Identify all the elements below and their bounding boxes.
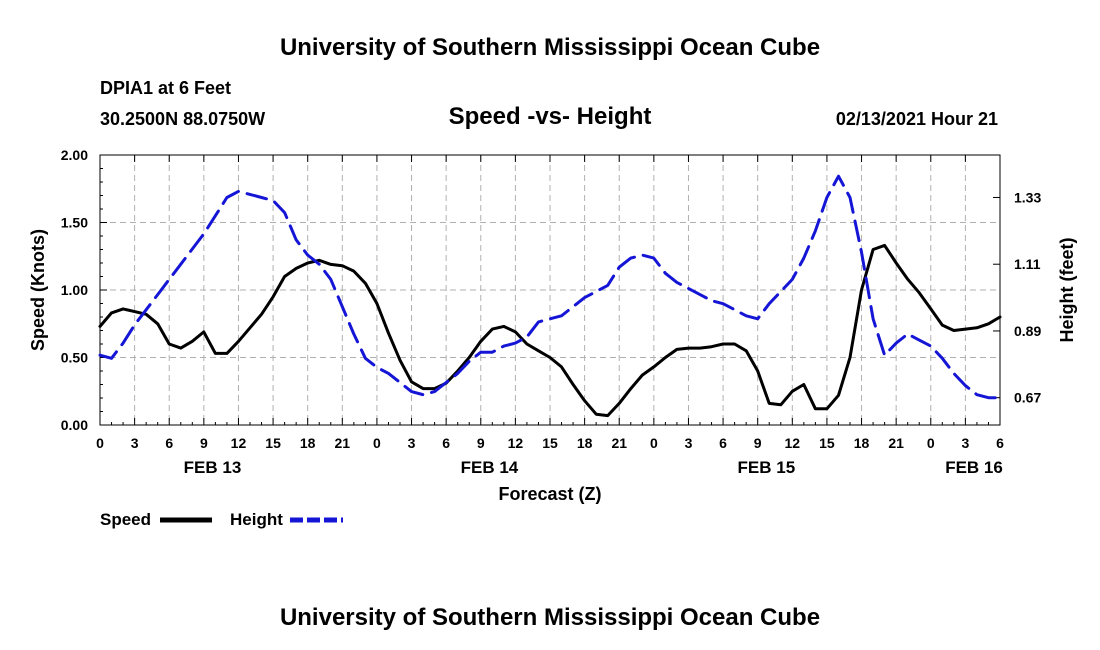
date-label: FEB 14	[461, 458, 519, 477]
series-group	[98, 174, 1002, 418]
x-tick-label: 12	[785, 435, 801, 451]
y-tick-label: 2.00	[61, 147, 88, 163]
x-axis-label: Forecast (Z)	[498, 484, 601, 504]
x-tick-label: 9	[200, 435, 208, 451]
height-series-line	[98, 174, 1002, 400]
x-tick-label: 0	[650, 435, 658, 451]
x-tick-label: 15	[819, 435, 835, 451]
date-label: FEB 15	[738, 458, 796, 477]
x-tick-label: 0	[927, 435, 935, 451]
x-tick-label: 9	[477, 435, 485, 451]
x-tick-label: 3	[131, 435, 139, 451]
chart-title: Speed -vs- Height	[449, 103, 652, 130]
y-tick-label: 0.00	[61, 417, 88, 433]
x-tick-label: 9	[754, 435, 762, 451]
x-tick-label: 21	[611, 435, 627, 451]
y2-tick-label: 1.33	[1014, 189, 1041, 205]
speed-series-line	[98, 243, 1002, 418]
x-tick-label: 0	[96, 435, 104, 451]
x-tick-label: 21	[335, 435, 351, 451]
y2-tick-label: 0.89	[1014, 323, 1041, 339]
legend-speed-label: Speed	[100, 510, 151, 529]
legend-height-label: Height	[230, 510, 283, 529]
x-tick-label: 12	[231, 435, 247, 451]
x-tick-label: 6	[719, 435, 727, 451]
coords-label: 30.2500N 88.0750W	[100, 109, 265, 129]
date-label: FEB 16	[945, 458, 1003, 477]
axes: 0 3 6 9 12 15 18 21 0 3 6 9 12 15 18 21 0 3 6 9 12 15 18 21 0 3 6F…	[61, 147, 1042, 477]
y-tick-label: 1.50	[61, 215, 88, 231]
x-tick-label: 6	[996, 435, 1004, 451]
y-axis-label: Speed (Knots)	[28, 229, 48, 351]
station-label: DPIA1 at 6 Feet	[100, 78, 231, 98]
x-tick-label: 3	[961, 435, 969, 451]
y-tick-label: 1.00	[61, 282, 88, 298]
x-tick-label: 18	[854, 435, 870, 451]
y-tick-label: 0.50	[61, 350, 88, 366]
y2-axis-label: Height (feet)	[1057, 238, 1077, 343]
x-tick-label: 15	[265, 435, 281, 451]
x-tick-label: 21	[888, 435, 904, 451]
x-tick-label: 18	[300, 435, 316, 451]
y2-tick-label: 1.11	[1014, 256, 1041, 272]
y2-tick-label: 0.67	[1014, 390, 1041, 406]
x-tick-label: 6	[165, 435, 173, 451]
x-tick-label: 15	[542, 435, 558, 451]
top-title: University of Southern Mississippi Ocean…	[280, 34, 820, 61]
x-tick-label: 0	[373, 435, 381, 451]
x-tick-label: 12	[508, 435, 524, 451]
datetime-label: 02/13/2021 Hour 21	[836, 109, 998, 129]
x-tick-label: 18	[577, 435, 593, 451]
bottom-title: University of Southern Mississippi Ocean…	[280, 604, 820, 631]
x-tick-label: 3	[685, 435, 693, 451]
x-tick-label: 3	[408, 435, 416, 451]
legend: Speed Height	[100, 510, 343, 529]
x-tick-label: 6	[442, 435, 450, 451]
grid	[100, 155, 1000, 425]
date-label: FEB 13	[184, 458, 242, 477]
